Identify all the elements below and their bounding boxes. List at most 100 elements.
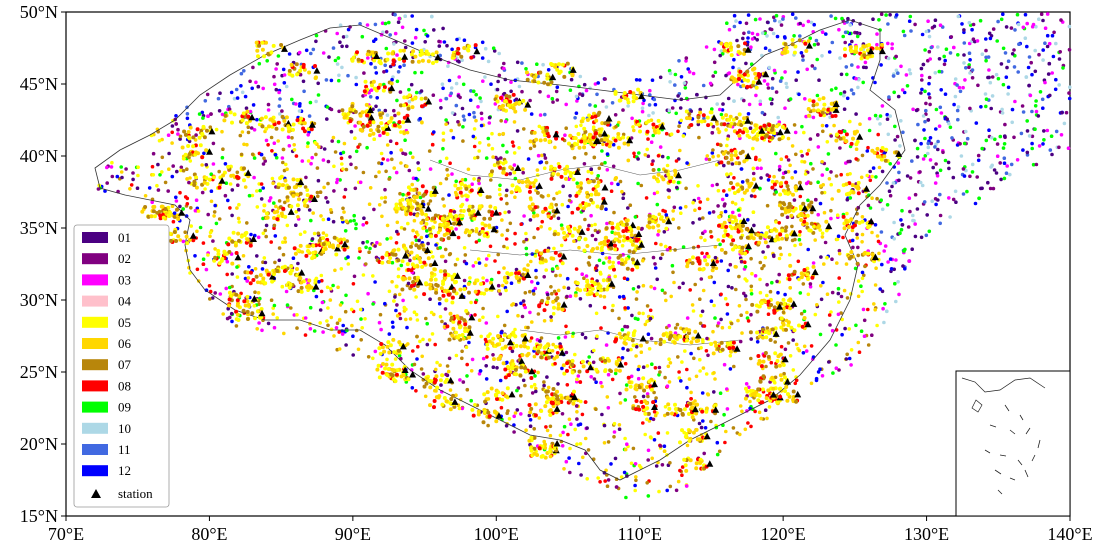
observation-point — [684, 468, 689, 473]
observation-point — [326, 159, 331, 164]
observation-point — [820, 110, 825, 115]
observation-point — [425, 234, 429, 239]
observation-point — [499, 330, 504, 335]
observation-point — [801, 23, 805, 28]
observation-point — [151, 151, 156, 156]
observation-point — [680, 465, 685, 469]
observation-point — [687, 70, 692, 74]
observation-point — [849, 88, 854, 92]
observation-point — [885, 309, 889, 314]
observation-point — [464, 345, 469, 350]
observation-point — [893, 124, 897, 129]
observation-point — [322, 185, 326, 190]
observation-point — [328, 298, 333, 302]
observation-point — [868, 169, 872, 174]
observation-point — [601, 142, 605, 147]
observation-point — [815, 303, 819, 307]
observation-point — [755, 340, 760, 344]
observation-point — [984, 104, 988, 109]
observation-point — [494, 419, 499, 424]
observation-point — [312, 231, 317, 236]
observation-point — [1067, 24, 1072, 29]
observation-point — [714, 266, 719, 271]
observation-point — [722, 189, 726, 193]
observation-point — [340, 162, 344, 166]
observation-point — [550, 291, 554, 296]
observation-point — [837, 251, 842, 256]
observation-point — [385, 132, 390, 137]
observation-point — [734, 265, 738, 269]
observation-point — [851, 91, 856, 96]
observation-point — [841, 235, 845, 240]
observation-point — [316, 81, 321, 86]
observation-point — [658, 145, 663, 149]
observation-point — [766, 244, 770, 249]
observation-point — [843, 326, 847, 331]
observation-point — [528, 98, 532, 103]
observation-point — [524, 246, 529, 251]
observation-point — [775, 279, 779, 284]
observation-point — [623, 398, 628, 402]
observation-point — [778, 394, 783, 399]
observation-point — [574, 404, 579, 408]
observation-point — [872, 302, 876, 306]
observation-point — [564, 324, 568, 329]
observation-point — [234, 87, 239, 92]
observation-point — [434, 282, 439, 287]
observation-point — [602, 239, 607, 244]
observation-point — [612, 435, 616, 439]
observation-point — [204, 267, 209, 272]
observation-point — [493, 410, 498, 415]
observation-point — [554, 273, 558, 278]
observation-point — [755, 38, 759, 42]
observation-point — [528, 218, 533, 222]
observation-point — [1025, 129, 1030, 133]
observation-point — [710, 268, 715, 273]
observation-point — [732, 176, 736, 180]
observation-point — [584, 88, 589, 93]
observation-point — [433, 342, 438, 347]
observation-point — [1026, 65, 1031, 70]
observation-point — [519, 222, 523, 226]
observation-point — [181, 207, 185, 211]
observation-point — [909, 29, 913, 33]
observation-point — [428, 385, 433, 390]
observation-point — [705, 262, 710, 267]
observation-point — [763, 46, 768, 50]
observation-point — [185, 177, 189, 181]
observation-point — [569, 77, 574, 82]
observation-point — [564, 459, 569, 464]
observation-point — [405, 130, 410, 135]
observation-point — [643, 432, 647, 437]
observation-point — [414, 389, 418, 393]
observation-point — [239, 71, 244, 76]
observation-point — [800, 124, 804, 129]
observation-point — [266, 272, 271, 277]
observation-point — [984, 138, 989, 143]
observation-point — [715, 440, 720, 445]
station-triangle-icon — [856, 133, 864, 140]
observation-point — [395, 98, 399, 103]
observation-point — [727, 71, 732, 75]
observation-point — [984, 37, 988, 41]
observation-point — [316, 93, 321, 97]
observation-point — [746, 13, 751, 17]
observation-point — [648, 308, 653, 313]
observation-point — [580, 412, 585, 417]
observation-point — [365, 23, 370, 27]
observation-point — [554, 89, 559, 94]
observation-point — [534, 275, 538, 280]
observation-point — [772, 174, 776, 179]
observation-point — [764, 364, 768, 369]
observation-point — [416, 344, 420, 349]
observation-point — [476, 409, 481, 414]
observation-point — [814, 197, 818, 202]
observation-point — [1067, 91, 1071, 95]
observation-point — [480, 56, 485, 60]
observation-point — [730, 200, 735, 205]
observation-point — [968, 174, 972, 179]
observation-point — [970, 27, 974, 32]
observation-point — [421, 378, 426, 382]
observation-point — [604, 256, 609, 260]
observation-point — [652, 97, 657, 102]
